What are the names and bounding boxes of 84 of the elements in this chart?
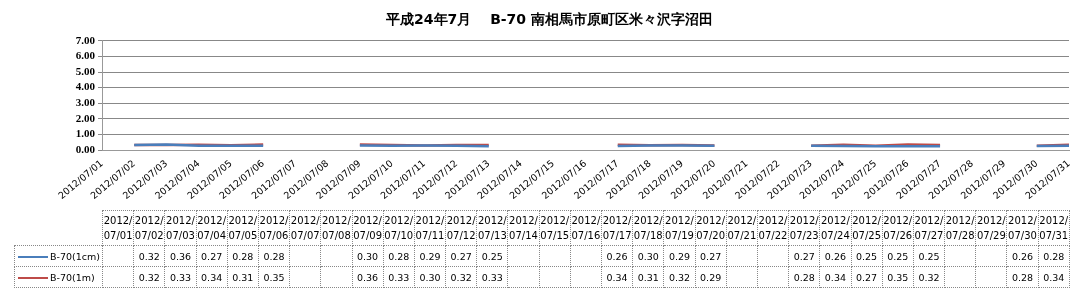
data-label: 0.31 — [632, 266, 664, 288]
category-label: 2012/07/25 — [852, 215, 881, 241]
chart-title: 平成24年7月 B-70 南相馬市原町区米々沢字沼田 — [385, 11, 713, 28]
category-label: 2012/07/18 — [633, 215, 663, 241]
category-label: 2012/07/02 — [134, 215, 164, 241]
data-label: 0.27 — [196, 245, 228, 267]
y-tick-label: 3.00 — [75, 96, 96, 109]
data-label: 0.27 — [695, 245, 727, 267]
data-label: 0.32 — [913, 266, 945, 288]
data-label: 0.30 — [632, 245, 664, 267]
data-label: 0.36 — [164, 245, 197, 267]
legend-label: B-70(1cm) — [14, 245, 103, 267]
data-label: 0.29 — [663, 245, 696, 267]
category-label: 2012/07/26 — [883, 215, 913, 241]
category-label: 2012/07/07 — [290, 215, 320, 241]
category-label: 2012/07/28 — [945, 215, 975, 241]
category-label: 2012/07/21 — [727, 215, 757, 241]
category-label: 2012/07/23 — [789, 215, 819, 241]
data-label: 0.30 — [414, 266, 446, 288]
category-label: 2012/07/09 — [353, 215, 382, 241]
data-label: 0.30 — [352, 245, 384, 267]
data-label: 0.27 — [851, 266, 883, 288]
data-label: 0.27 — [445, 245, 477, 267]
data-label: 0.32 — [445, 266, 477, 288]
category-label: 2012/07/17 — [602, 215, 632, 241]
data-label: 0.34 — [601, 266, 633, 288]
category-label: 2012/07/04 — [197, 215, 227, 241]
category-label: 2012/07/22 — [758, 215, 788, 241]
data-label: 0.34 — [1038, 266, 1070, 288]
data-label: 0.26 — [819, 245, 851, 267]
data-label: 0.26 — [601, 245, 633, 267]
category-label: 2012/07/30 — [1008, 215, 1037, 241]
y-tick-label: 1.00 — [75, 127, 96, 140]
category-label: 2012/07/31 — [1039, 215, 1069, 241]
data-label: 0.26 — [1006, 245, 1039, 267]
data-label: 0.33 — [164, 266, 197, 288]
y-tick-label: 0.00 — [75, 142, 96, 155]
data-label: 0.28 — [227, 245, 259, 267]
data-label: 0.32 — [133, 245, 165, 267]
category-label: 2012/07/05 — [228, 215, 258, 241]
data-label: 0.28 — [258, 245, 290, 267]
data-label: 0.33 — [383, 266, 415, 288]
category-label: 2012/07/27 — [914, 215, 944, 241]
data-label: 0.35 — [882, 266, 914, 288]
category-label: 2012/07/13 — [477, 215, 507, 241]
y-tick-label: 5.00 — [75, 64, 96, 77]
category-label: 2012/07/12 — [446, 215, 476, 241]
data-label: 0.25 — [913, 245, 945, 267]
category-label: 2012/07/14 — [509, 215, 538, 241]
data-label: 0.28 — [1038, 245, 1070, 267]
category-label: 2012/07/15 — [540, 215, 570, 241]
data-label: 0.34 — [196, 266, 228, 288]
data-label: 0.25 — [882, 245, 914, 267]
data-label: 0.28 — [1006, 266, 1039, 288]
data-label: 0.34 — [819, 266, 851, 288]
category-label: 2012/07/11 — [415, 215, 445, 241]
y-tick-label: 4.00 — [75, 80, 96, 93]
y-tick-label: 2.00 — [75, 111, 96, 124]
data-label: 0.36 — [352, 266, 384, 288]
data-label: 0.32 — [133, 266, 165, 288]
data-label: 0.35 — [258, 266, 290, 288]
y-tick-label: 6.00 — [75, 49, 96, 62]
category-label: 2012/07/16 — [571, 215, 601, 241]
category-label: 2012/07/08 — [321, 215, 351, 241]
data-label: 0.27 — [788, 245, 820, 267]
category-label: 2012/07/10 — [384, 215, 414, 241]
category-label: 2012/07/06 — [259, 215, 289, 241]
data-label: 0.29 — [414, 245, 446, 267]
data-label: 0.29 — [695, 266, 727, 288]
y-tick-label: 7.00 — [75, 33, 96, 46]
data-label: 0.28 — [383, 245, 415, 267]
category-label: 2012/07/01 — [103, 215, 133, 241]
category-label: 2012/07/29 — [976, 215, 1006, 241]
data-label: 0.32 — [663, 266, 696, 288]
data-label: 0.25 — [851, 245, 883, 267]
data-label: 0.33 — [476, 266, 508, 288]
data-label: 0.28 — [788, 266, 820, 288]
category-label: 2012/07/03 — [166, 215, 195, 241]
category-label: 2012/07/20 — [696, 215, 726, 241]
category-label: 2012/07/19 — [665, 215, 694, 241]
data-label: 0.31 — [227, 266, 259, 288]
category-label: 2012/07/24 — [820, 215, 850, 241]
data-label: 0.25 — [476, 245, 508, 267]
legend-label: B-70(1m) — [14, 266, 103, 288]
